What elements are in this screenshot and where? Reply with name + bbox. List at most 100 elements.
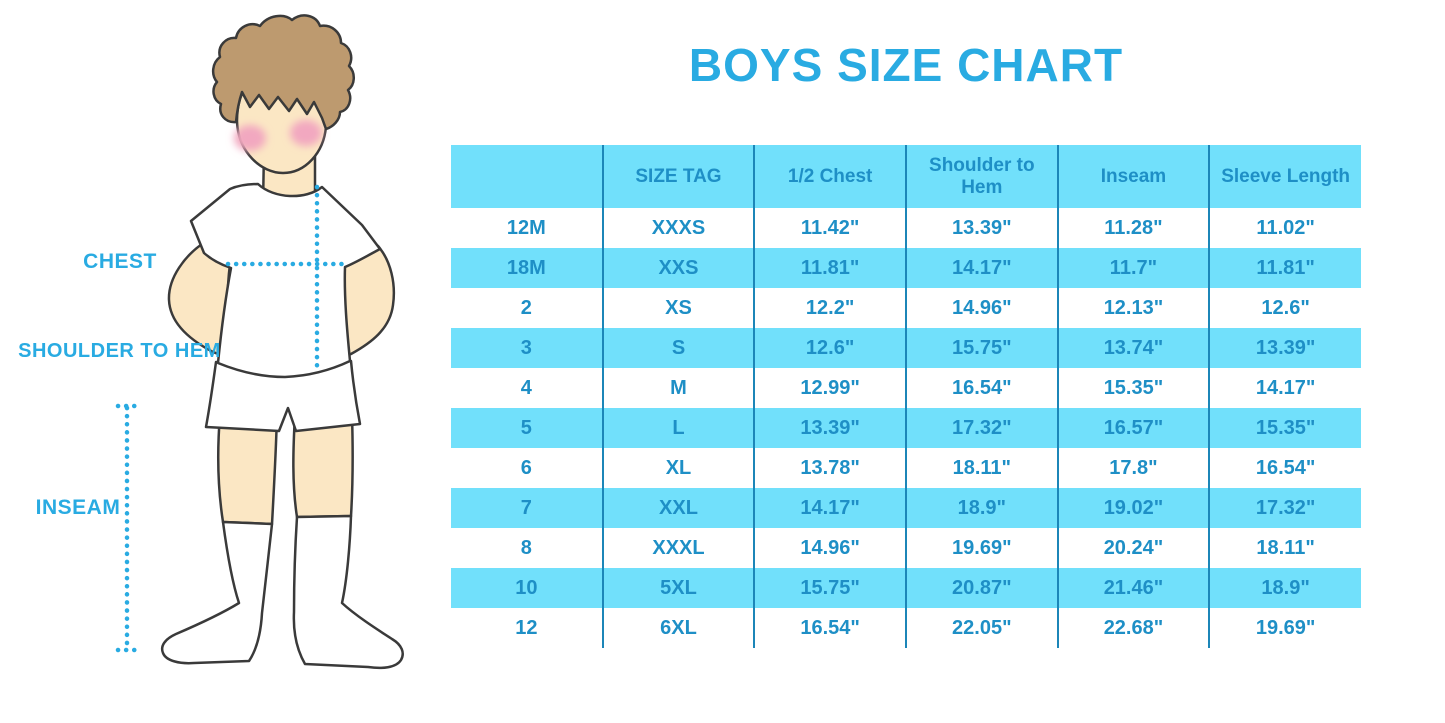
- table-cell: 12.13": [1056, 288, 1210, 328]
- header-cell-inseam: Inseam: [1056, 145, 1210, 208]
- table-cell: 14.17": [753, 488, 906, 528]
- table-cell: 20.24": [1056, 528, 1210, 568]
- size-table-body: 12M XXXS 11.42" 13.39" 11.28" 11.02" 18M…: [451, 208, 1361, 648]
- table-cell: 13.78": [753, 448, 906, 488]
- chest-label: CHEST: [83, 250, 157, 273]
- table-cell: 13.39": [753, 408, 906, 448]
- table-cell: M: [601, 368, 755, 408]
- row-size-label: 4: [451, 368, 603, 408]
- table-cell: 12.6": [1208, 288, 1361, 328]
- header-cell-half-chest: 1/2 Chest: [753, 145, 906, 208]
- table-cell: 22.05": [904, 608, 1058, 648]
- table-cell: 18.9": [1208, 568, 1361, 608]
- row-size-label: 5: [451, 408, 603, 448]
- table-cell: XXXL: [601, 528, 755, 568]
- table-cell: 15.35": [1056, 368, 1210, 408]
- right-cheek-blush: [290, 120, 322, 146]
- table-cell: 16.54": [753, 608, 906, 648]
- row-size-label: 2: [451, 288, 603, 328]
- table-cell: 13.74": [1056, 328, 1210, 368]
- table-cell: 18.9": [904, 488, 1058, 528]
- row-size-label: 8: [451, 528, 603, 568]
- table-cell: 6XL: [601, 608, 755, 648]
- table-row: 3 S 12.6" 15.75" 13.74" 13.39": [451, 328, 1361, 368]
- table-cell: 19.69": [904, 528, 1058, 568]
- table-cell: 18.11": [1208, 528, 1361, 568]
- table-cell: 12.99": [753, 368, 906, 408]
- header-cell-sleeve-length: Sleeve Length: [1208, 145, 1361, 208]
- table-cell: 14.96": [904, 288, 1058, 328]
- table-cell: 14.17": [904, 248, 1058, 288]
- table-row: 2 XS 12.2" 14.96" 12.13" 12.6": [451, 288, 1361, 328]
- table-cell: 17.32": [1208, 488, 1361, 528]
- row-size-label: 18M: [451, 248, 603, 288]
- row-size-label: 10: [451, 568, 603, 608]
- table-cell: 11.02": [1208, 208, 1361, 248]
- table-row: 5 L 13.39" 17.32" 16.57" 15.35": [451, 408, 1361, 448]
- table-cell: 14.17": [1208, 368, 1361, 408]
- boy-measurement-illustration: [115, 14, 404, 670]
- row-size-label: 6: [451, 448, 603, 488]
- row-size-label: 12: [451, 608, 603, 648]
- page-title: BOYS SIZE CHART: [688, 39, 1124, 91]
- table-cell: 22.68": [1056, 608, 1210, 648]
- table-cell: S: [601, 328, 755, 368]
- hair-shape: [211, 14, 355, 131]
- left-sock-shape: [160, 520, 274, 665]
- shoulder-to-hem-label: SHOULDER TO HEM: [18, 340, 221, 362]
- header-cell-blank: [451, 145, 603, 208]
- table-cell: XXXS: [601, 208, 755, 248]
- table-cell: 16.54": [904, 368, 1058, 408]
- shorts-shape: [204, 359, 362, 433]
- table-cell: 19.02": [1056, 488, 1210, 528]
- table-cell: 11.81": [1208, 248, 1361, 288]
- table-row: 4 M 12.99" 16.54" 15.35" 14.17": [451, 368, 1361, 408]
- table-cell: 11.7": [1056, 248, 1210, 288]
- table-cell: 21.46": [1056, 568, 1210, 608]
- table-row: 6 XL 13.78" 18.11" 17.8" 16.54": [451, 448, 1361, 488]
- table-cell: 20.87": [904, 568, 1058, 608]
- header-cell-size-tag: SIZE TAG: [601, 145, 755, 208]
- table-cell: 11.42": [753, 208, 906, 248]
- table-cell: XS: [601, 288, 755, 328]
- header-cell-shoulder-to-hem: Shoulder to Hem: [904, 145, 1058, 208]
- header-row: SIZE TAG 1/2 Chest Shoulder to Hem Insea…: [451, 145, 1361, 208]
- table-cell: 12.6": [753, 328, 906, 368]
- table-cell: L: [601, 408, 755, 448]
- table-cell: XXS: [601, 248, 755, 288]
- table-cell: 11.81": [753, 248, 906, 288]
- table-row: 10 5XL 15.75" 20.87" 21.46" 18.9": [451, 568, 1361, 608]
- inseam-label: INSEAM: [35, 496, 121, 519]
- table-cell: 16.54": [1208, 448, 1361, 488]
- table-cell: 11.28": [1056, 208, 1210, 248]
- table-row: 12 6XL 16.54" 22.05" 22.68" 19.69": [451, 608, 1361, 648]
- table-cell: 15.35": [1208, 408, 1361, 448]
- size-table: SIZE TAG 1/2 Chest Shoulder to Hem Insea…: [451, 145, 1361, 648]
- left-cheek-blush: [234, 125, 266, 151]
- tshirt-shape: [189, 182, 382, 379]
- row-size-label: 7: [451, 488, 603, 528]
- table-cell: 15.75": [904, 328, 1058, 368]
- table-cell: 14.96": [753, 528, 906, 568]
- table-cell: XL: [601, 448, 755, 488]
- table-cell: 18.11": [904, 448, 1058, 488]
- table-cell: 12.2": [753, 288, 906, 328]
- table-cell: 15.75": [753, 568, 906, 608]
- size-table-header: SIZE TAG 1/2 Chest Shoulder to Hem Insea…: [451, 145, 1361, 208]
- table-cell: 16.57": [1056, 408, 1210, 448]
- table-cell: XXL: [601, 488, 755, 528]
- row-size-label: 12M: [451, 208, 603, 248]
- table-cell: 5XL: [601, 568, 755, 608]
- table-cell: 13.39": [904, 208, 1058, 248]
- table-cell: 17.8": [1056, 448, 1210, 488]
- table-cell: 17.32": [904, 408, 1058, 448]
- table-row: 18M XXS 11.81" 14.17" 11.7" 11.81": [451, 248, 1361, 288]
- table-row: 7 XXL 14.17" 18.9" 19.02" 17.32": [451, 488, 1361, 528]
- table-row: 8 XXXL 14.96" 19.69" 20.24" 18.11": [451, 528, 1361, 568]
- right-sock-shape: [292, 514, 404, 670]
- table-cell: 13.39": [1208, 328, 1361, 368]
- table-cell: 19.69": [1208, 608, 1361, 648]
- table-row: 12M XXXS 11.42" 13.39" 11.28" 11.02": [451, 208, 1361, 248]
- row-size-label: 3: [451, 328, 603, 368]
